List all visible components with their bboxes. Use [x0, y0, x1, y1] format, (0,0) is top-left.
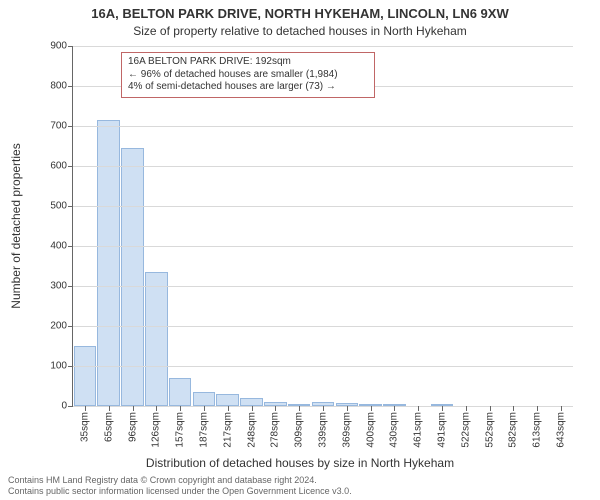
xtick-mark: [466, 406, 467, 411]
xtick-label: 582sqm: [508, 412, 519, 448]
bar: [74, 346, 97, 406]
xtick-mark: [252, 406, 253, 411]
gridline: [73, 206, 573, 207]
xtick-mark: [299, 406, 300, 411]
ytick-mark: [68, 366, 73, 367]
ytick-label: 900: [50, 41, 67, 52]
ytick-mark: [68, 326, 73, 327]
xtick-label: 369sqm: [341, 412, 352, 448]
xtick-mark: [133, 406, 134, 411]
xtick-mark: [561, 406, 562, 411]
bar: [193, 392, 216, 406]
gridline: [73, 326, 573, 327]
chart-title-line1: 16A, BELTON PARK DRIVE, NORTH HYKEHAM, L…: [0, 6, 600, 21]
xtick-mark: [513, 406, 514, 411]
ytick-label: 100: [50, 361, 67, 372]
ytick-mark: [68, 166, 73, 167]
ytick-label: 500: [50, 201, 67, 212]
chart-title-line2: Size of property relative to detached ho…: [0, 24, 600, 38]
xtick-mark: [109, 406, 110, 411]
xtick-mark: [371, 406, 372, 411]
ytick-label: 300: [50, 281, 67, 292]
bar: [145, 272, 168, 406]
xtick-mark: [418, 406, 419, 411]
ytick-mark: [68, 246, 73, 247]
gridline: [73, 166, 573, 167]
xtick-mark: [228, 406, 229, 411]
ytick-mark: [68, 406, 73, 407]
gridline: [73, 46, 573, 47]
ytick-label: 400: [50, 241, 67, 252]
xtick-mark: [275, 406, 276, 411]
y-axis-label: Number of detached properties: [9, 143, 23, 308]
xtick-label: 35sqm: [79, 412, 90, 442]
annotation-line1: 16A BELTON PARK DRIVE: 192sqm: [128, 56, 368, 69]
figure: 16A, BELTON PARK DRIVE, NORTH HYKEHAM, L…: [0, 0, 600, 500]
xtick-label: 278sqm: [270, 412, 281, 448]
xtick-mark: [323, 406, 324, 411]
xtick-mark: [442, 406, 443, 411]
gridline: [73, 246, 573, 247]
xtick-label: 613sqm: [532, 412, 543, 448]
ytick-label: 700: [50, 121, 67, 132]
ytick-label: 0: [61, 401, 67, 412]
footer-line1: Contains HM Land Registry data © Crown c…: [8, 475, 352, 486]
xtick-label: 522sqm: [460, 412, 471, 448]
ytick-mark: [68, 126, 73, 127]
xtick-mark: [347, 406, 348, 411]
xtick-label: 643sqm: [556, 412, 567, 448]
gridline: [73, 126, 573, 127]
bar: [121, 148, 144, 406]
bar: [97, 120, 120, 406]
xtick-mark: [180, 406, 181, 411]
annotation-line3: 4% of semi-detached houses are larger (7…: [128, 81, 368, 94]
xtick-label: 126sqm: [151, 412, 162, 448]
xtick-label: 248sqm: [246, 412, 257, 448]
ytick-mark: [68, 286, 73, 287]
xtick-label: 339sqm: [318, 412, 329, 448]
gridline: [73, 286, 573, 287]
bar: [240, 398, 263, 406]
xtick-label: 400sqm: [365, 412, 376, 448]
ytick-mark: [68, 46, 73, 47]
xtick-mark: [490, 406, 491, 411]
bars-layer: [73, 46, 573, 406]
ytick-mark: [68, 206, 73, 207]
xtick-mark: [537, 406, 538, 411]
ytick-label: 800: [50, 81, 67, 92]
xtick-label: 461sqm: [413, 412, 424, 448]
xtick-label: 430sqm: [389, 412, 400, 448]
ytick-label: 200: [50, 321, 67, 332]
xtick-label: 96sqm: [127, 412, 138, 442]
bar: [216, 394, 239, 406]
plot-area: 0100200300400500600700800900 35sqm65sqm9…: [72, 46, 573, 407]
xtick-mark: [85, 406, 86, 411]
gridline: [73, 366, 573, 367]
annotation-line2: ← 96% of detached houses are smaller (1,…: [128, 69, 368, 82]
xtick-label: 157sqm: [175, 412, 186, 448]
xtick-label: 217sqm: [222, 412, 233, 448]
x-axis-label: Distribution of detached houses by size …: [0, 456, 600, 470]
xtick-mark: [204, 406, 205, 411]
ytick-label: 600: [50, 161, 67, 172]
annotation-box: 16A BELTON PARK DRIVE: 192sqm ← 96% of d…: [121, 52, 375, 98]
footer-line2: Contains public sector information licen…: [8, 486, 352, 497]
xtick-mark: [394, 406, 395, 411]
xtick-mark: [156, 406, 157, 411]
xtick-label: 65sqm: [103, 412, 114, 442]
xtick-label: 491sqm: [437, 412, 448, 448]
footer: Contains HM Land Registry data © Crown c…: [8, 475, 352, 497]
xtick-label: 187sqm: [198, 412, 209, 448]
ytick-mark: [68, 86, 73, 87]
xtick-label: 552sqm: [484, 412, 495, 448]
bar: [169, 378, 192, 406]
xtick-label: 309sqm: [294, 412, 305, 448]
